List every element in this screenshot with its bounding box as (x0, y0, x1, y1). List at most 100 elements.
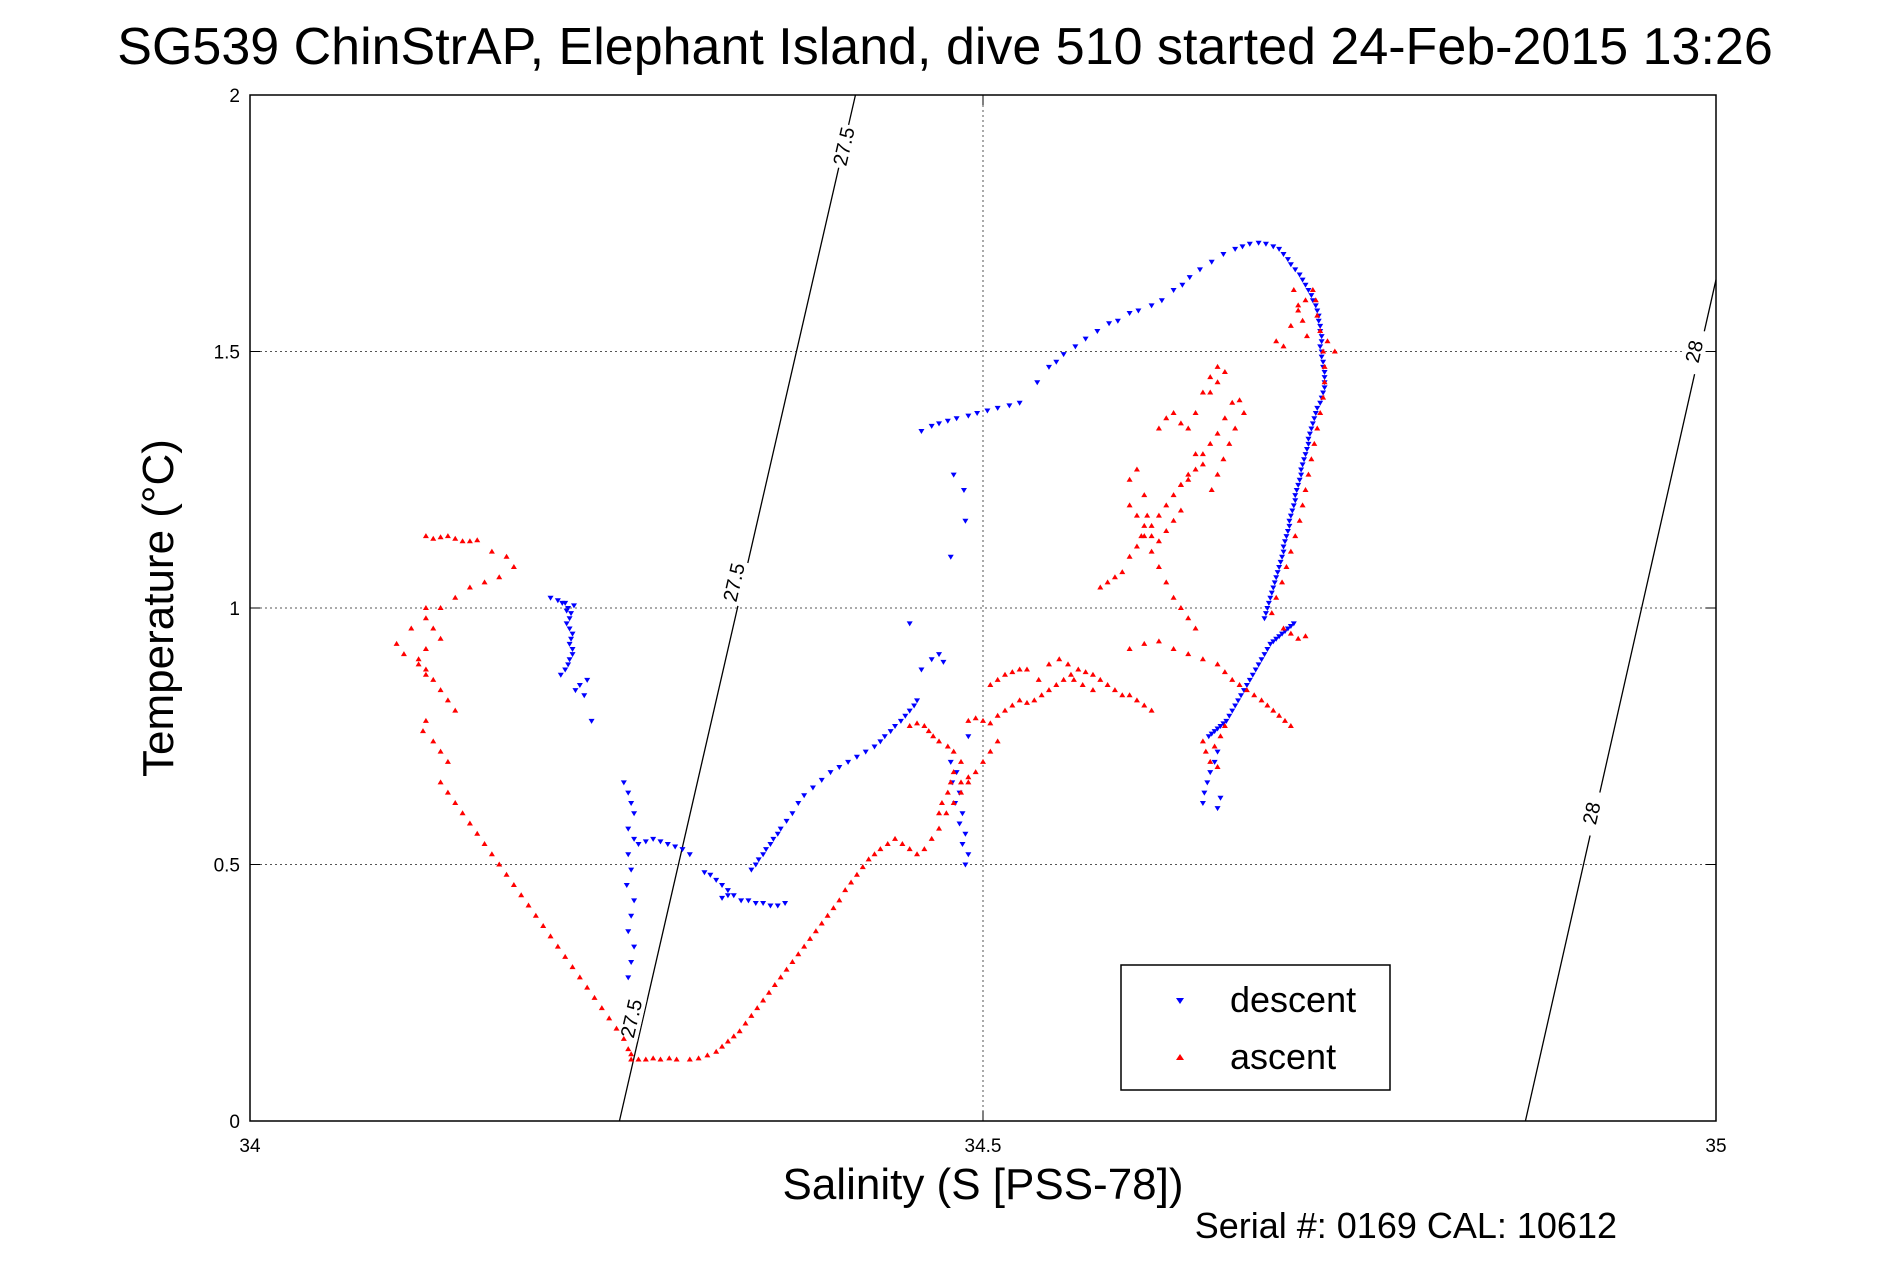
descent-point (1240, 688, 1247, 694)
descent-point (631, 898, 638, 904)
ascent-point (1144, 512, 1151, 518)
descent-point (918, 667, 925, 673)
ascent-point (1016, 666, 1023, 672)
ascent-point (704, 1052, 711, 1058)
ascent-point (1133, 466, 1140, 472)
descent-point (1246, 677, 1253, 683)
descent-point (672, 844, 679, 850)
descent-point (588, 718, 595, 724)
ascent-point (1082, 669, 1089, 675)
descent-point (568, 611, 575, 617)
ascent-point (1258, 697, 1265, 703)
ascent-point (994, 676, 1001, 682)
descent-point (902, 713, 909, 719)
descent-point (936, 652, 943, 658)
descent-point (1273, 575, 1280, 581)
descent-point (752, 862, 759, 868)
ascent-point (1170, 492, 1177, 498)
descent-point (940, 659, 947, 665)
ascent-point (1185, 476, 1192, 482)
ascent-point (1280, 343, 1287, 349)
ascent-point (452, 535, 459, 541)
ascent-point (906, 846, 913, 852)
descent-point (1305, 287, 1312, 293)
ascent-point (1141, 492, 1148, 498)
descent-point (1280, 252, 1287, 258)
descent-point (789, 811, 796, 817)
ascent-point (965, 717, 972, 723)
ascent-point (1226, 440, 1233, 446)
ascent-point (1148, 548, 1155, 554)
ascent-point (1163, 579, 1170, 585)
ascent-point (853, 871, 860, 877)
descent-point (767, 903, 774, 909)
ascent-point (488, 851, 495, 857)
serial-footer: Serial #: 0169 CAL: 10612 (1195, 1205, 1617, 1246)
contour-label: 28 (1579, 800, 1605, 827)
descent-point (1299, 462, 1306, 468)
ascent-point (1302, 633, 1309, 639)
ascent-point (1199, 656, 1206, 662)
ascent-point (742, 1020, 749, 1026)
ascent-point (1163, 528, 1170, 534)
descent-point (730, 893, 737, 899)
descent-point (576, 682, 583, 688)
contour-label-bg (718, 558, 750, 607)
descent-point (1170, 287, 1177, 293)
ascent-point (1243, 687, 1250, 693)
ascent-point (1221, 669, 1228, 675)
descent-point (565, 606, 572, 611)
descent-point (625, 929, 632, 935)
descent-point (1289, 508, 1296, 514)
ascent-point (1321, 363, 1328, 369)
descent-point (1320, 390, 1327, 396)
contour-label: 28 (1682, 338, 1708, 365)
descent-point (752, 900, 759, 906)
descent-point (1320, 359, 1327, 365)
ascent-point (1097, 676, 1104, 682)
descent-point (1293, 488, 1300, 494)
descent-point (1279, 631, 1286, 637)
ascent-point (1217, 733, 1224, 739)
ascent-point (1302, 487, 1309, 493)
descent-point (953, 416, 960, 422)
descent-point (1305, 436, 1312, 442)
ascent-point (1220, 456, 1227, 462)
descent-point (965, 852, 972, 858)
ascent-point (859, 864, 866, 870)
isopycnal-line (1524, 279, 1717, 1122)
descent-point (1280, 549, 1287, 555)
descent-point (950, 472, 957, 478)
ascent-point (906, 722, 913, 728)
descent-point (1306, 431, 1313, 437)
descent-point (1298, 467, 1305, 473)
ascent-point (620, 1035, 627, 1041)
ascent-point (1199, 451, 1206, 457)
ascent-point (1295, 635, 1302, 641)
ascent-point (958, 758, 965, 764)
ascent-point (914, 851, 921, 857)
ascent-point (1214, 430, 1221, 436)
ascent-point (422, 605, 429, 610)
ascent-point (972, 769, 979, 775)
descent-point (569, 631, 576, 637)
ascent-point (1287, 548, 1294, 554)
descent-point (853, 754, 860, 760)
ascent-point (562, 953, 569, 959)
descent-point (1114, 318, 1121, 324)
descent-point (1274, 570, 1281, 576)
descent-point (569, 652, 576, 658)
ascent-point (1287, 722, 1294, 728)
descent-point (1258, 657, 1265, 663)
descent-point (623, 883, 630, 889)
ascent-point (1221, 415, 1228, 421)
descent-point (631, 836, 638, 842)
ascent-point (914, 720, 921, 726)
ascent-point (719, 1043, 726, 1049)
descent-point (628, 800, 635, 806)
descent-point (1261, 652, 1268, 658)
descent-point (1286, 523, 1293, 529)
descent-point (763, 847, 770, 853)
descent-point (953, 770, 960, 776)
ascent-point (818, 920, 825, 926)
